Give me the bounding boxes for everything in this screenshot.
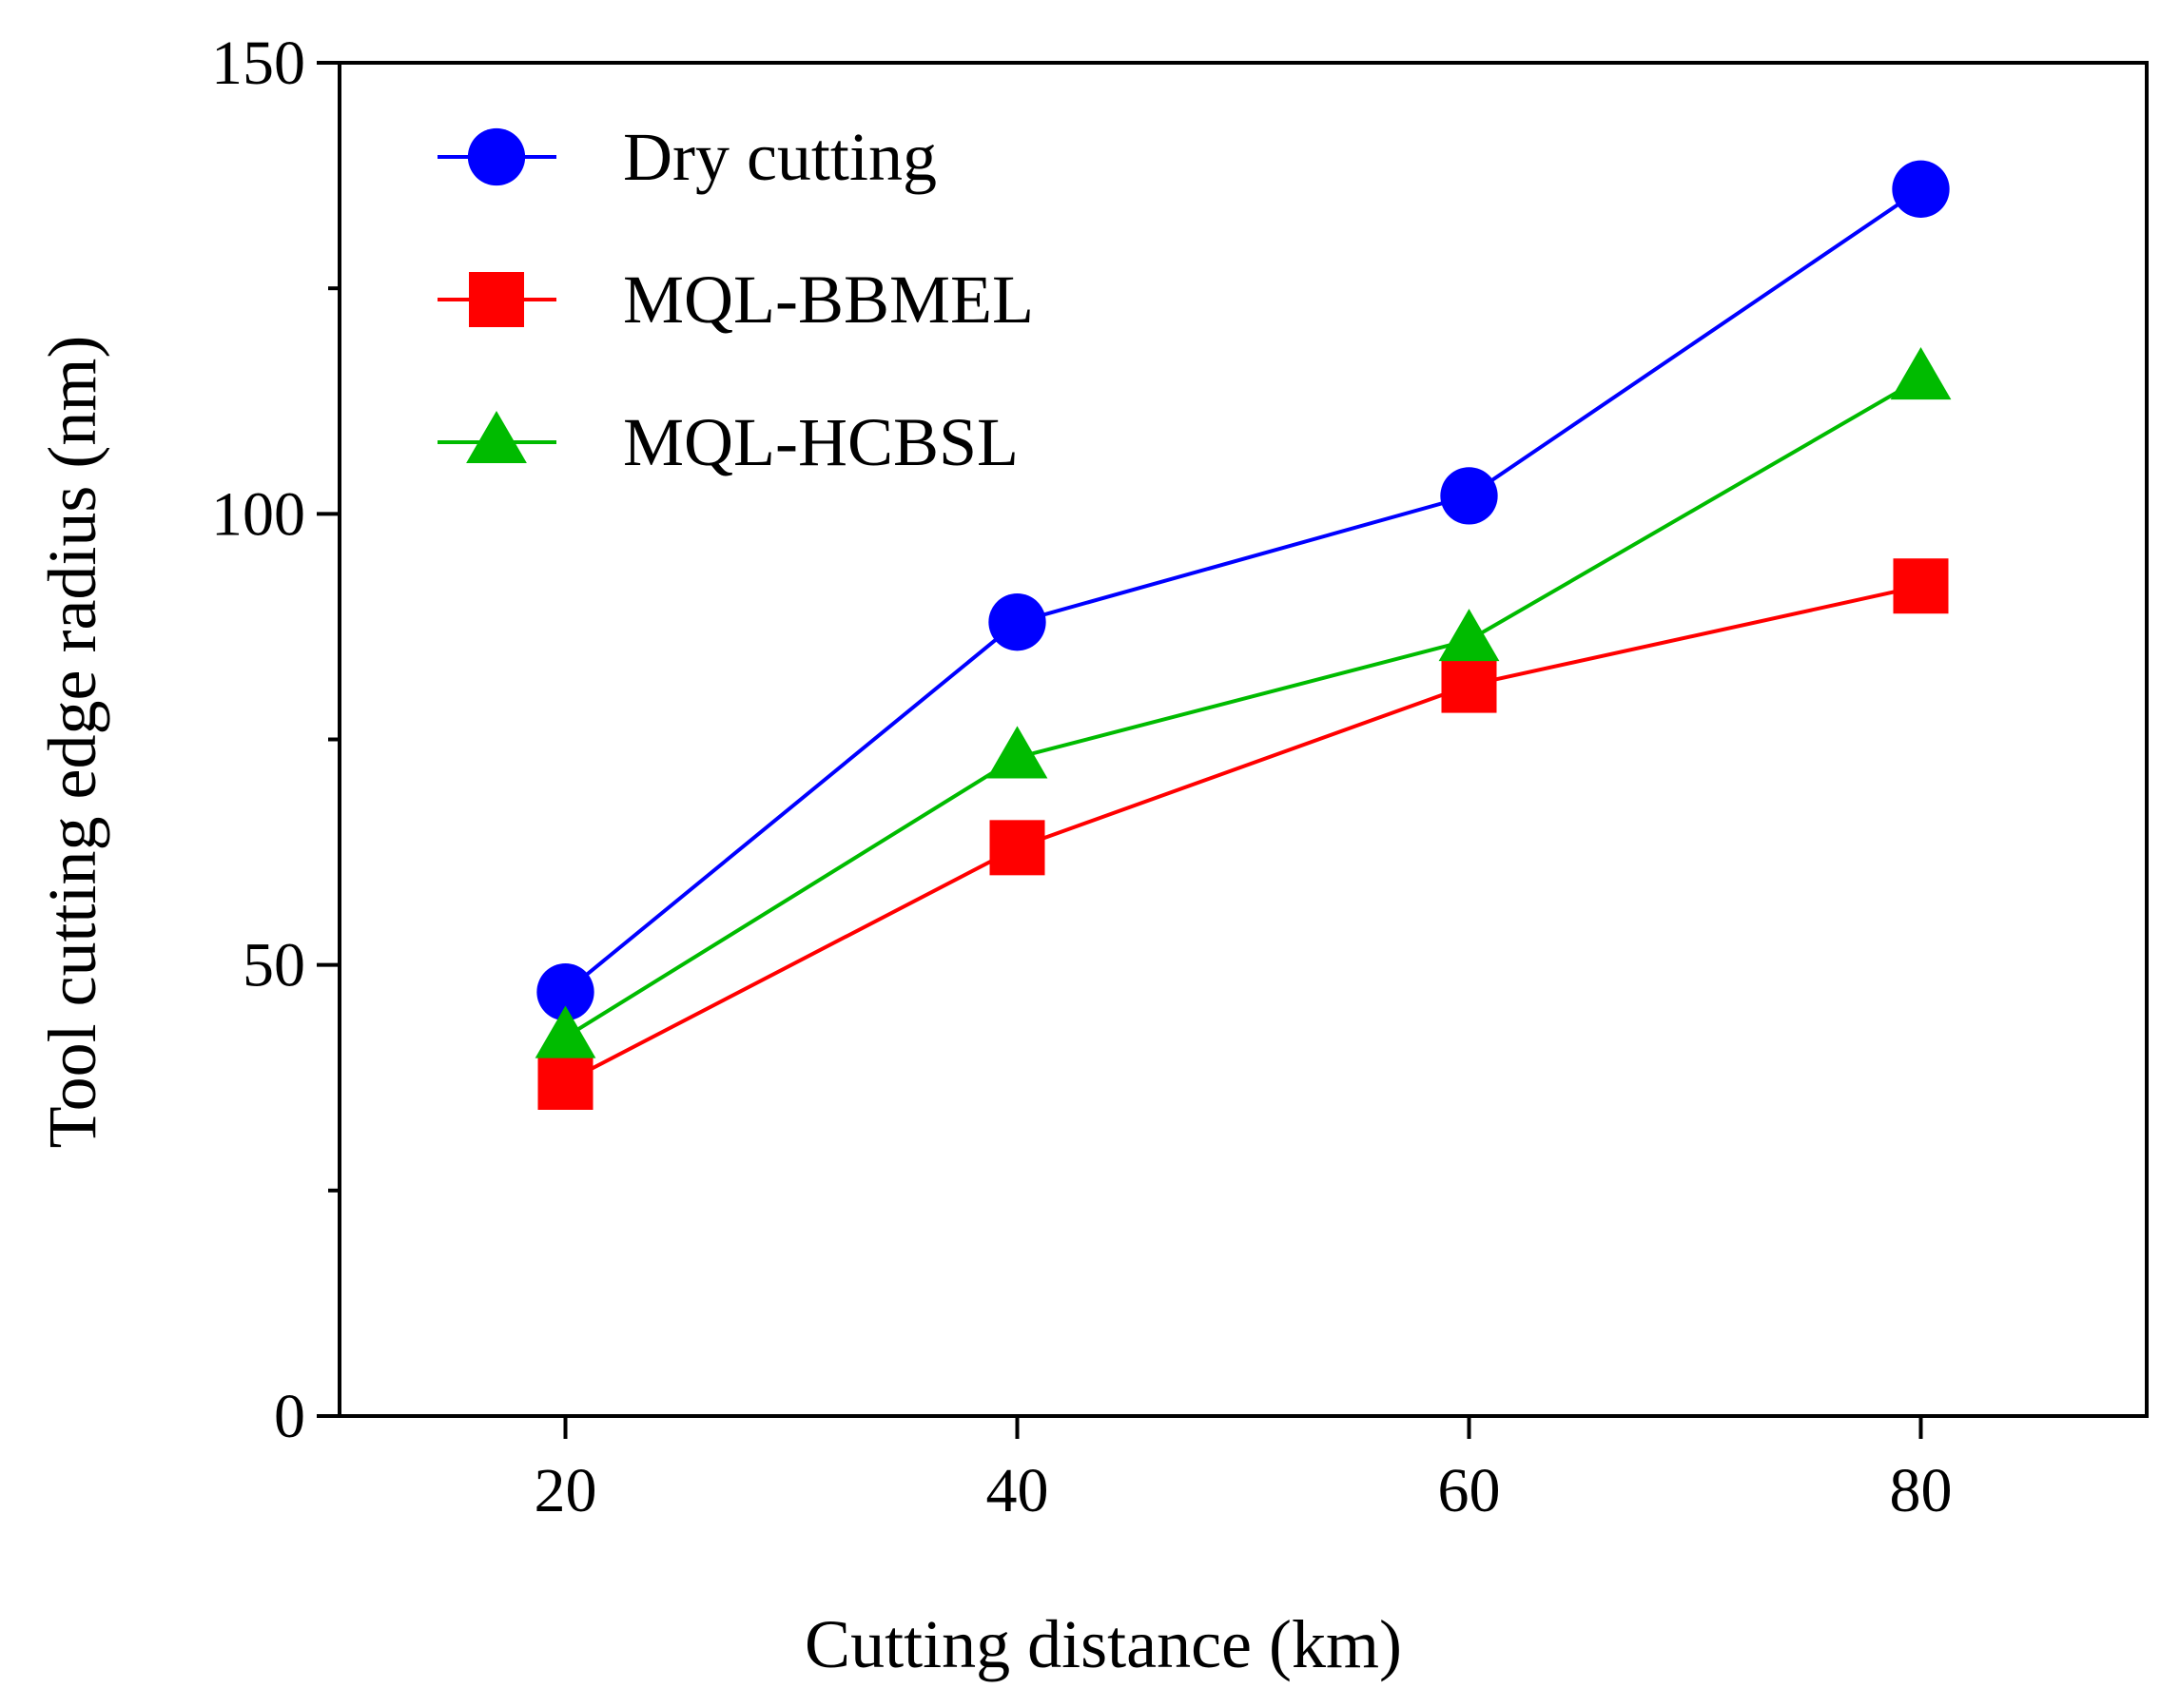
series-line [564, 377, 1922, 1039]
series [535, 160, 1952, 1110]
y-tick-label: 50 [243, 931, 305, 1000]
y-tick-label: 150 [211, 29, 305, 98]
data-point [1893, 558, 1949, 614]
x-tick-label: 20 [535, 1456, 597, 1525]
data-point [1441, 657, 1497, 713]
legend-item: MQL-HCBSL [438, 404, 1019, 480]
y-tick-label: 0 [274, 1382, 305, 1451]
y-axis-title: Tool cutting edge radius (nm) [34, 336, 110, 1149]
series-dry-cutting [536, 160, 1950, 1021]
data-point [1440, 467, 1498, 525]
series-line [564, 187, 1922, 994]
y-tick-label: 100 [211, 479, 305, 549]
axes [338, 61, 2149, 1418]
x-tick-label: 60 [1438, 1456, 1501, 1525]
data-point [535, 1005, 596, 1058]
series-mql-hcbsl [535, 346, 1952, 1058]
series-line [564, 584, 1921, 1084]
data-point [536, 962, 594, 1021]
data-point [986, 726, 1048, 779]
legend-marker [466, 410, 527, 464]
legend-marker [467, 127, 526, 186]
legend-label: MQL-HCBSL [623, 404, 1019, 480]
legend-marker [469, 272, 524, 327]
ticks: 0 50 100 150 20 40 60 80 [211, 29, 1953, 1525]
data-point [1438, 609, 1500, 662]
data-point [988, 593, 1046, 651]
legend: Dry cutting MQL-BBMEL MQL-HCBSL [438, 119, 1034, 480]
series-mql-bbmel [537, 558, 1949, 1110]
x-tick-label: 80 [1890, 1456, 1953, 1525]
legend-label: Dry cutting [623, 119, 937, 195]
data-point [1890, 346, 1952, 400]
legend-label: MQL-BBMEL [623, 262, 1034, 338]
legend-item: MQL-BBMEL [438, 262, 1034, 338]
x-tick-label: 40 [986, 1456, 1049, 1525]
legend-item: Dry cutting [438, 119, 937, 195]
data-point [1892, 160, 1950, 218]
x-axis-title: Cutting distance (km) [805, 1606, 1402, 1682]
data-point [989, 820, 1045, 876]
plot-frame [338, 61, 2149, 1418]
data-point [537, 1054, 594, 1110]
